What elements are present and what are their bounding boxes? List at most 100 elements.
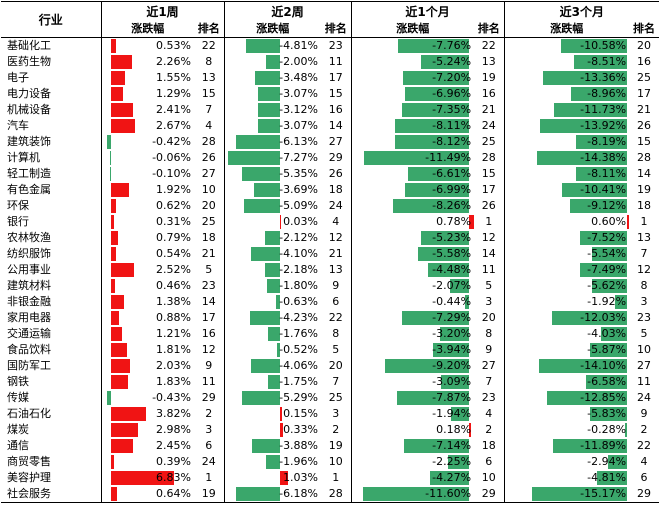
- table-row: 基础化工 0.53% 22 -4.81% 23 -7.76% 22 -10.58% 20: [1, 37, 659, 55]
- positive-change-bar: [110, 215, 114, 229]
- change-cell-3m: -8.11%: [504, 166, 629, 182]
- change-cell-3m: -11.89%: [504, 438, 629, 454]
- positive-change-bar: [110, 375, 128, 389]
- negative-change-bar: [537, 151, 627, 165]
- rank-cell-2w: 7: [321, 374, 352, 390]
- negative-change-bar: [624, 423, 627, 437]
- change-value: 1.29%: [156, 87, 191, 100]
- negative-change-bar: [110, 151, 111, 165]
- rank-cell-3m: 11: [637, 375, 652, 388]
- rank-cell-1w: 27: [194, 166, 225, 182]
- rank-cell-1w: 29: [194, 390, 225, 406]
- positive-change-bar: [110, 55, 132, 69]
- rank-cell-2w: 29: [321, 150, 352, 166]
- change-cell-3m: -5.83%: [504, 406, 629, 422]
- change-value: 2.98%: [156, 423, 191, 436]
- rank-cell-2w: 11: [321, 54, 352, 70]
- industry-name: 银行: [1, 214, 102, 230]
- change-cell-1m: -5.24%: [351, 54, 474, 70]
- industry-name: 煤炭: [1, 422, 102, 438]
- change-cell-1m: -8.26%: [351, 198, 474, 214]
- change-cell-1w: 1.81%: [101, 342, 194, 358]
- change-value: -2.12%: [279, 231, 319, 244]
- rank-cell-3m: 5: [640, 327, 648, 340]
- negative-change-bar: [592, 247, 627, 261]
- change-value: 0.39%: [156, 455, 191, 468]
- positive-change-bar: [280, 471, 288, 485]
- change-value: -6.18%: [279, 487, 319, 500]
- change-value: -0.10%: [152, 167, 191, 180]
- negative-change-bar: [591, 279, 627, 293]
- change-header: 涨跌幅: [224, 21, 322, 38]
- industry-name: 商贸零售: [1, 454, 102, 470]
- change-cell-3m: -13.92%: [504, 118, 629, 134]
- negative-change-bar: [450, 279, 470, 293]
- table-row: 传媒 -0.43% 29 -5.29% 25 -7.87% 23 -12.85% 24: [1, 390, 659, 406]
- positive-change-bar: [110, 119, 136, 133]
- industry-name: 农林牧渔: [1, 230, 102, 246]
- negative-change-bar: [264, 263, 281, 277]
- change-cell-2w: -5.35%: [224, 166, 321, 182]
- period-header-2w: 近2周: [224, 1, 352, 21]
- change-cell-1w: 2.52%: [101, 262, 194, 278]
- change-cell-3m: -7.52%: [504, 230, 629, 246]
- positive-change-bar: [110, 103, 134, 117]
- change-value: -7.52%: [587, 231, 627, 244]
- change-cell-3m: -5.87%: [504, 342, 629, 358]
- change-value: -3.12%: [279, 103, 319, 116]
- change-value: -5.54%: [587, 247, 627, 260]
- change-cell-1m: -5.23%: [351, 230, 474, 246]
- change-cell-1m: -8.12%: [351, 134, 474, 150]
- change-value: 0.60%: [591, 215, 627, 228]
- negative-change-bar: [267, 327, 281, 341]
- change-value: 0.15%: [283, 407, 319, 420]
- negative-change-bar: [405, 87, 470, 101]
- industry-name: 轻工制造: [1, 166, 102, 182]
- change-cell-2w: 0.33%: [224, 422, 321, 438]
- industry-name: 非银金融: [1, 294, 102, 310]
- negative-change-bar: [601, 327, 627, 341]
- rank-cell-2w: 23: [321, 37, 352, 54]
- rank-cell-3m: 4: [640, 455, 648, 468]
- change-cell-1m: -7.20%: [351, 70, 474, 86]
- industry-name: 食品饮料: [1, 342, 102, 358]
- negative-change-bar: [394, 135, 470, 149]
- table-row: 商贸零售 0.39% 24 -1.96% 10 -2.25% 6 -2.94% 4: [1, 454, 659, 470]
- rank-cell-3m: 15: [637, 135, 652, 148]
- change-value: -2.18%: [279, 263, 319, 276]
- positive-change-bar: [110, 423, 139, 437]
- positive-change-bar: [110, 247, 116, 261]
- negative-change-bar: [266, 55, 281, 69]
- rank-cell-2w: 22: [321, 310, 352, 326]
- positive-change-bar: [110, 327, 122, 341]
- change-cell-1m: 0.78%: [351, 214, 475, 230]
- rank-cell-3m: 21: [637, 103, 652, 116]
- rank-header: 排名: [629, 21, 660, 38]
- rank-cell-2w: 27: [321, 134, 352, 150]
- negative-change-bar: [573, 55, 627, 69]
- negative-change-bar: [553, 103, 627, 117]
- rank-cell-1m: 13: [474, 54, 505, 70]
- industry-header: 行业: [1, 1, 102, 38]
- rank-cell-2w: 13: [321, 262, 352, 278]
- negative-change-bar: [245, 39, 281, 53]
- rank-cell-3m: 14: [637, 167, 652, 180]
- positive-change-bar: [469, 215, 475, 229]
- change-value: -0.43%: [152, 391, 191, 404]
- change-value: -15.17%: [580, 487, 627, 500]
- negative-change-bar: [258, 119, 281, 133]
- change-value: -8.12%: [432, 135, 472, 148]
- industry-name: 交通运输: [1, 326, 102, 342]
- change-cell-3m: -10.58%: [504, 38, 629, 55]
- table-row: 建筑装饰 -0.42% 28 -6.13% 27 -8.12% 25 -8.19% 15: [1, 134, 659, 150]
- rank-cell-2w: 4: [321, 214, 352, 230]
- negative-change-bar: [276, 343, 281, 357]
- negative-change-bar: [253, 183, 281, 197]
- rank-cell-1m: 21: [474, 102, 505, 118]
- rank-cell-1w: 2: [194, 406, 225, 422]
- change-value: 0.88%: [156, 311, 191, 324]
- change-value: 2.67%: [156, 119, 191, 132]
- change-value: -1.80%: [279, 279, 319, 292]
- rank-cell-1m: 22: [474, 37, 505, 54]
- change-value: -2.07%: [432, 279, 472, 292]
